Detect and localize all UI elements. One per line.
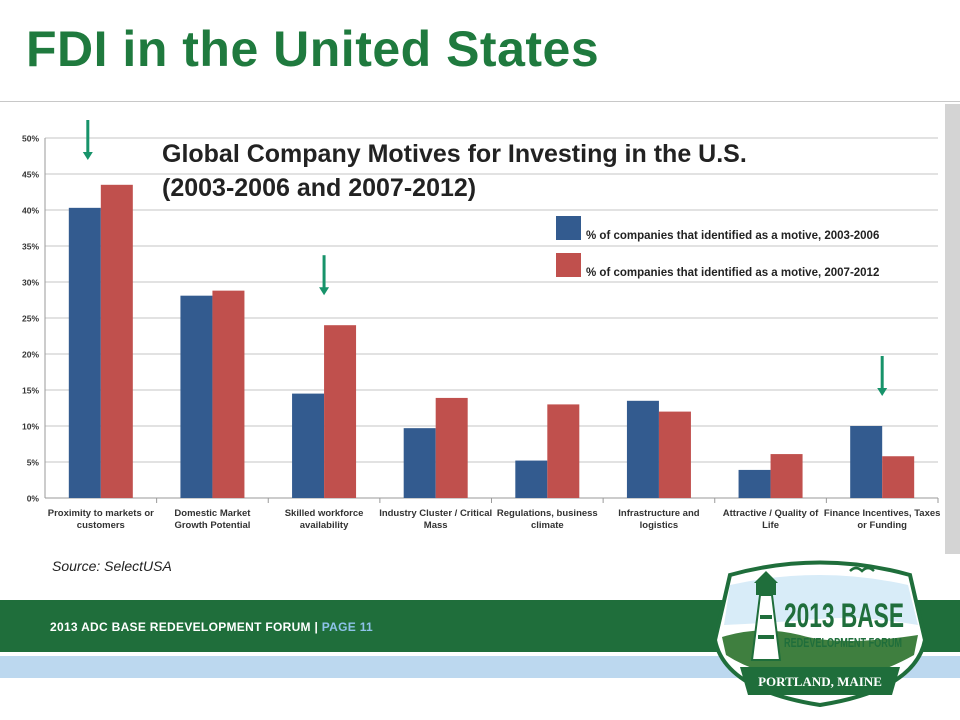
y-tick-label: 20% <box>22 350 39 360</box>
x-tick-label: Skilled workforce <box>285 508 364 519</box>
x-tick-label: Attractive / Quality of <box>723 508 819 519</box>
x-tick-label: Industry Cluster / Critical <box>379 508 492 519</box>
logo-subtitle: REDEVELOPMENT FORUM <box>784 635 902 650</box>
bar-2007-2012 <box>882 456 915 498</box>
footer-accent-stripe <box>0 656 960 678</box>
source-note: Source: SelectUSA <box>52 558 172 574</box>
chart-title-line1: Global Company Motives for Investing in … <box>162 140 747 168</box>
bar-2007-2012 <box>100 184 133 499</box>
y-tick-label: 35% <box>22 242 39 252</box>
footer-page-number: PAGE 11 <box>321 620 374 634</box>
bar-2003-2006 <box>403 428 436 498</box>
legend-label-2007-2012: % of companies that identified as a moti… <box>586 267 879 279</box>
footer-event-label: 2013 ADC BASE REDEVELOPMENT FORUM | <box>50 620 322 634</box>
arrow-head <box>319 287 330 296</box>
highlight-arrow-icon <box>877 356 888 396</box>
chart-legend: % of companies that identified as a moti… <box>556 216 879 279</box>
y-tick-label: 30% <box>22 278 39 288</box>
chart-edge-shadow <box>945 104 960 554</box>
bar-2007-2012 <box>324 325 357 498</box>
y-tick-label: 40% <box>22 206 39 216</box>
y-tick-label: 10% <box>22 422 39 432</box>
seagull-icon <box>849 566 875 573</box>
bar-2007-2012 <box>435 397 468 498</box>
x-tick-label: Finance Incentives, Taxes <box>824 508 941 519</box>
arrow-head <box>82 152 93 160</box>
bar-2003-2006 <box>850 426 883 498</box>
bar-2003-2006 <box>626 400 659 498</box>
y-tick-label: 25% <box>22 314 39 324</box>
title-divider <box>0 101 960 102</box>
lighthouse-icon <box>750 571 782 661</box>
x-tick-label: or Funding <box>857 520 907 531</box>
x-tick-label: logistics <box>640 520 679 531</box>
y-tick-label: 15% <box>22 386 39 396</box>
bar-2003-2006 <box>68 207 101 498</box>
bar-2007-2012 <box>212 290 245 498</box>
legend-swatch-2003-2006 <box>556 216 581 240</box>
x-tick-label: customers <box>77 520 125 531</box>
bar-2003-2006 <box>738 469 771 498</box>
highlight-arrow-icon <box>82 120 93 160</box>
x-tick-label: Proximity to markets or <box>48 508 154 519</box>
highlight-arrow-icon <box>319 255 330 296</box>
forum-logo: 2013 BASE REDEVELOPMENT FORUM PORTLAND, … <box>712 560 928 708</box>
x-tick-label: Growth Potential <box>174 520 250 531</box>
x-tick-label: Mass <box>424 520 448 531</box>
slide-title: FDI in the United States <box>26 21 600 77</box>
bar-2007-2012 <box>770 454 803 498</box>
chart-title-line2: (2003-2006 and 2007-2012) <box>162 174 476 202</box>
arrow-head <box>877 388 888 396</box>
logo-title: 2013 BASE <box>784 597 904 635</box>
x-tick-label: Infrastructure and <box>618 508 699 519</box>
x-tick-label: Regulations, business <box>497 508 598 519</box>
legend-label-2003-2006: % of companies that identified as a moti… <box>586 230 879 242</box>
y-tick-label: 45% <box>22 170 39 180</box>
bar-2003-2006 <box>292 393 325 498</box>
x-tick-label: availability <box>300 520 349 531</box>
logo-banner <box>740 667 900 695</box>
x-tick-label: climate <box>531 520 564 531</box>
y-tick-label: 50% <box>22 134 39 144</box>
bar-2007-2012 <box>658 411 691 498</box>
bar-2003-2006 <box>180 295 213 498</box>
chart-background <box>0 104 960 554</box>
footer-text: 2013 ADC BASE REDEVELOPMENT FORUM | PAGE… <box>50 620 373 634</box>
bar-2007-2012 <box>547 404 580 498</box>
bar-chart: 0% 5% 10% 15% 20% 25% 30% 35% 40% 45% 50% Proximit… <box>0 104 960 554</box>
legend-swatch-2007-2012 <box>556 253 581 277</box>
y-tick-label: 0% <box>27 494 40 504</box>
x-tick-label: Life <box>762 520 779 531</box>
y-tick-label: 5% <box>27 458 40 468</box>
bar-2003-2006 <box>515 460 548 498</box>
x-tick-label: Domestic Market <box>174 508 251 519</box>
logo-location: PORTLAND, MAINE <box>758 674 882 689</box>
